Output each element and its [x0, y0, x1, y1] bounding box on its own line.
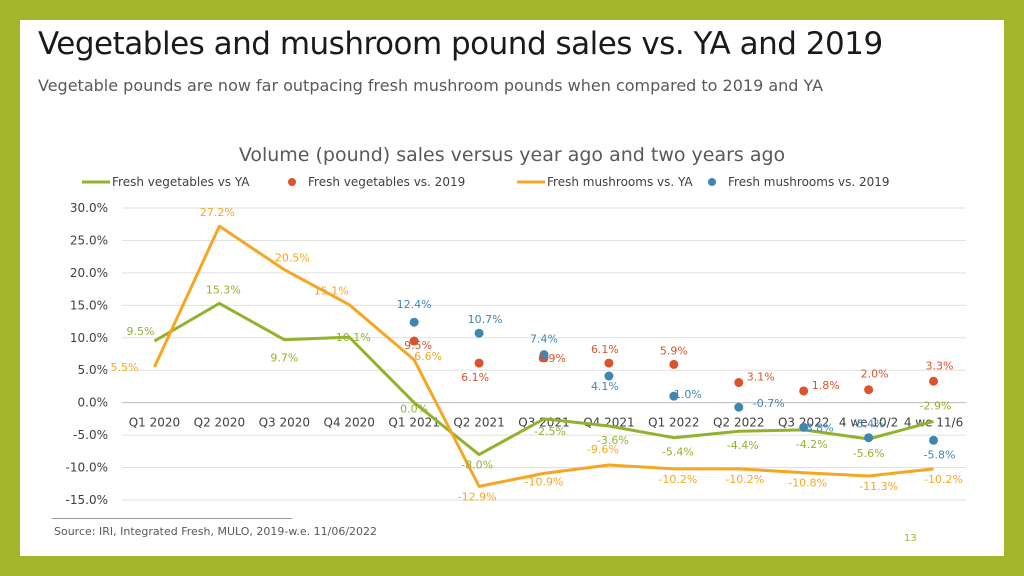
data-label: -10.9%: [525, 475, 564, 488]
data-label: 3.3%: [926, 359, 954, 372]
data-label: 9.5%: [404, 339, 432, 352]
data-label: 6.1%: [591, 343, 619, 356]
y-tick-label: 25.0%: [70, 233, 108, 247]
y-tick-label: 15.0%: [70, 298, 108, 312]
data-point: [669, 391, 679, 401]
data-label: -10.8%: [788, 477, 827, 490]
data-label: -10.2%: [725, 473, 764, 486]
data-label: -5.4%: [853, 418, 885, 431]
x-tick-label: Q2 2022: [713, 416, 764, 430]
slide-title: Vegetables and mushroom pound sales vs. …: [38, 26, 883, 62]
data-point: [929, 435, 939, 445]
data-label: -8.0%: [461, 459, 493, 472]
data-label: -5.8%: [924, 448, 956, 461]
data-label: -2.9%: [920, 399, 952, 412]
data-label: 1.8%: [812, 379, 840, 392]
x-tick-label: Q4 2021: [583, 416, 634, 430]
data-point: [734, 402, 744, 412]
data-label: 6.6%: [414, 350, 442, 363]
data-label: 5.9%: [660, 344, 688, 357]
x-tick-label: Q2 2021: [453, 416, 504, 430]
x-tick-label: Q3 2020: [259, 416, 310, 430]
data-label: 1.0%: [674, 388, 702, 401]
data-label: 0.0%: [400, 403, 428, 416]
data-point: [929, 376, 939, 386]
y-tick-label: 0.0%: [78, 396, 109, 410]
x-tick-label: Q4 2020: [324, 416, 375, 430]
data-point: [799, 422, 809, 432]
x-tick-label: Q1 2021: [388, 416, 439, 430]
data-label: -3.8%: [802, 421, 834, 434]
slide: Vegetables and mushroom pound sales vs. …: [20, 20, 1004, 556]
x-tick-label: Q2 2020: [194, 416, 245, 430]
page-number: 13: [904, 533, 917, 544]
data-label: 2.0%: [861, 368, 889, 381]
data-label: -12.9%: [458, 490, 497, 503]
x-tick-label: Q3 2022: [778, 416, 829, 430]
data-label: 15.3%: [206, 283, 241, 296]
data-point: [864, 385, 874, 395]
data-point: [604, 358, 614, 368]
legend-label: Fresh vegetables vs. 2019: [308, 175, 465, 189]
data-label: -5.6%: [853, 447, 885, 460]
series-line: [153, 224, 934, 488]
data-point: [409, 336, 419, 346]
chart-title: Volume (pound) sales versus year ago and…: [238, 144, 786, 166]
data-label: -0.7%: [753, 397, 785, 410]
data-label: 3.1%: [747, 371, 775, 384]
data-point: [669, 359, 679, 369]
x-tick-label: Q1 2020: [129, 416, 180, 430]
y-tick-label: -10.0%: [66, 461, 108, 475]
data-label: 4.1%: [591, 380, 619, 393]
y-tick-label: 30.0%: [70, 201, 108, 215]
y-tick-label: 20.0%: [70, 266, 108, 280]
data-label: 9.5%: [126, 325, 154, 338]
data-label: 20.5%: [275, 252, 310, 265]
data-label: -9.6%: [587, 443, 619, 456]
legend-label: Fresh mushrooms vs. YA: [547, 175, 693, 189]
data-label: -4.4%: [727, 439, 759, 452]
source-note: Source: IRI, Integrated Fresh, MULO, 201…: [54, 525, 378, 538]
data-point: [409, 317, 419, 327]
data-label: 15.1%: [314, 285, 349, 298]
data-label: 5.5%: [110, 361, 138, 374]
data-label: -10.2%: [924, 473, 963, 486]
legend-label: Fresh vegetables vs YA: [112, 175, 250, 189]
data-label: -3.6%: [597, 434, 629, 447]
data-point: [799, 386, 809, 396]
data-label: -5.4%: [662, 446, 694, 459]
data-label: 10.1%: [336, 331, 371, 344]
data-label: -2.5%: [534, 425, 566, 438]
data-point: [539, 350, 549, 360]
data-point: [734, 378, 744, 388]
data-label: 6.9%: [538, 352, 566, 365]
data-point: [474, 358, 484, 368]
data-label: 12.4%: [397, 298, 432, 311]
data-label: 6.1%: [461, 371, 489, 384]
data-label: -11.3%: [859, 480, 898, 493]
data-label: 10.7%: [468, 313, 503, 326]
data-point: [604, 371, 614, 381]
y-tick-label: 10.0%: [70, 331, 108, 345]
data-label: 7.4%: [530, 333, 558, 346]
data-label: -10.2%: [658, 473, 697, 486]
data-point: [864, 433, 874, 443]
data-point: [474, 328, 484, 338]
data-label: -4.2%: [796, 438, 828, 451]
legend-swatch-marker: [708, 178, 716, 186]
y-tick-label: 5.0%: [78, 363, 109, 377]
data-label: 27.2%: [200, 206, 235, 219]
x-tick-label: 4 we 10/2: [839, 416, 898, 430]
legend-swatch-marker: [288, 178, 296, 186]
x-tick-label: Q1 2022: [648, 416, 699, 430]
y-tick-label: -5.0%: [73, 428, 108, 442]
data-label: 9.7%: [270, 352, 298, 365]
slide-subtitle: Vegetable pounds are now far outpacing f…: [38, 76, 824, 95]
legend-label: Fresh mushrooms vs. 2019: [728, 175, 890, 189]
source-divider: [52, 518, 292, 519]
y-tick-label: -15.0%: [66, 493, 108, 507]
line-chart: 30.0% 25.0% 20.0% 15.0% 10.0% 5.0% 0.0% -5.0% -1…: [66, 175, 966, 507]
